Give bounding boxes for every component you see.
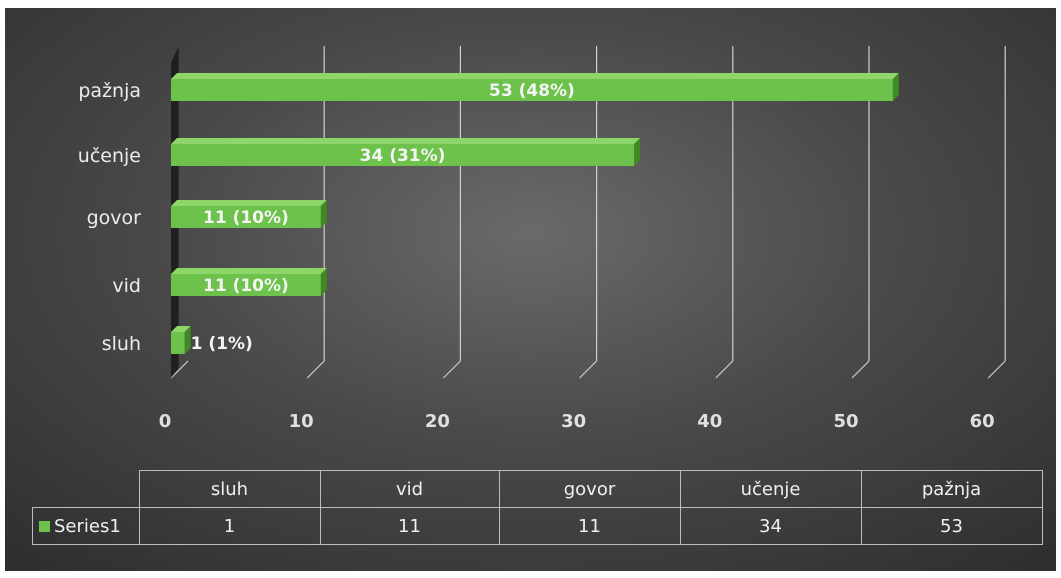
- table-header-row: sluh vid govor učenje pažnja: [32, 470, 1043, 508]
- bar-chart: 0 10 20 30 40 50 60 sluh 1 (1%) vid 11 (10%) govor 1…: [78, 46, 1006, 432]
- labels: 0 10 20 30 40 50 60 sluh 1 (1%) vid 11 (10%) govor 1…: [78, 80, 995, 432]
- table-value-cell: 34: [679, 507, 862, 545]
- bar-top: [171, 73, 899, 79]
- bar-side: [634, 138, 641, 166]
- gridline-floor: [442, 360, 461, 379]
- category-label: učenje: [78, 145, 141, 167]
- data-label: 34 (31%): [360, 146, 446, 166]
- table-header-cell: govor: [498, 470, 681, 508]
- legend-cell: Series1: [32, 507, 140, 545]
- table-corner: [32, 470, 140, 508]
- table-value-cell: 1: [138, 507, 321, 545]
- bar: [171, 144, 635, 166]
- bar-side: [892, 73, 899, 101]
- table-row: Series1 1 11 11 34 53: [32, 507, 1043, 545]
- bar-top: [171, 326, 191, 332]
- gridline-floor: [851, 360, 870, 379]
- x-tick-label: 0: [159, 411, 172, 432]
- gridline-floor: [306, 360, 325, 379]
- category-label: vid: [112, 275, 141, 297]
- category-label: pažnja: [78, 80, 141, 102]
- table-header-cell: učenje: [679, 470, 862, 508]
- data-label: 53 (48%): [489, 81, 575, 101]
- gridline-floor: [579, 360, 598, 379]
- category-label: govor: [87, 207, 142, 229]
- x-tick-label: 40: [697, 411, 722, 432]
- x-tick-label: 20: [425, 411, 450, 432]
- table-value-cell: 11: [319, 507, 500, 545]
- table-header-cell: pažnja: [860, 470, 1043, 508]
- table-value-cell: 11: [498, 507, 681, 545]
- bar-top: [171, 200, 327, 206]
- gridline-floor: [170, 360, 189, 379]
- data-label: 11 (10%): [203, 208, 289, 228]
- bar-top: [171, 268, 327, 274]
- table-value-cell: 53: [860, 507, 1043, 545]
- gridline-floor: [987, 360, 1006, 379]
- bar: [171, 332, 185, 354]
- data-label: 1 (1%): [191, 334, 253, 354]
- bar-side: [184, 326, 191, 354]
- bar: [171, 206, 321, 228]
- x-tick-label: 10: [289, 411, 314, 432]
- bar-top: [171, 138, 641, 144]
- bar-side: [320, 268, 327, 296]
- series-name: Series1: [54, 515, 121, 537]
- category-label: sluh: [102, 333, 141, 355]
- data-table: sluh vid govor učenje pažnja Series1 1 1…: [32, 470, 1043, 545]
- x-tick-label: 60: [970, 411, 995, 432]
- bar: [171, 79, 893, 101]
- bar: [171, 274, 321, 296]
- data-label: 11 (10%): [203, 276, 289, 296]
- table-header-cell: sluh: [138, 470, 321, 508]
- bar-side: [320, 200, 327, 228]
- chart-panel: 0 10 20 30 40 50 60 sluh 1 (1%) vid 11 (10%) govor 1…: [5, 8, 1056, 571]
- x-tick-label: 30: [561, 411, 586, 432]
- table-header-cell: vid: [319, 470, 500, 508]
- legend-key-icon: [39, 521, 50, 532]
- gridline-floor: [715, 360, 734, 379]
- bars: [171, 73, 899, 354]
- x-tick-label: 50: [833, 411, 858, 432]
